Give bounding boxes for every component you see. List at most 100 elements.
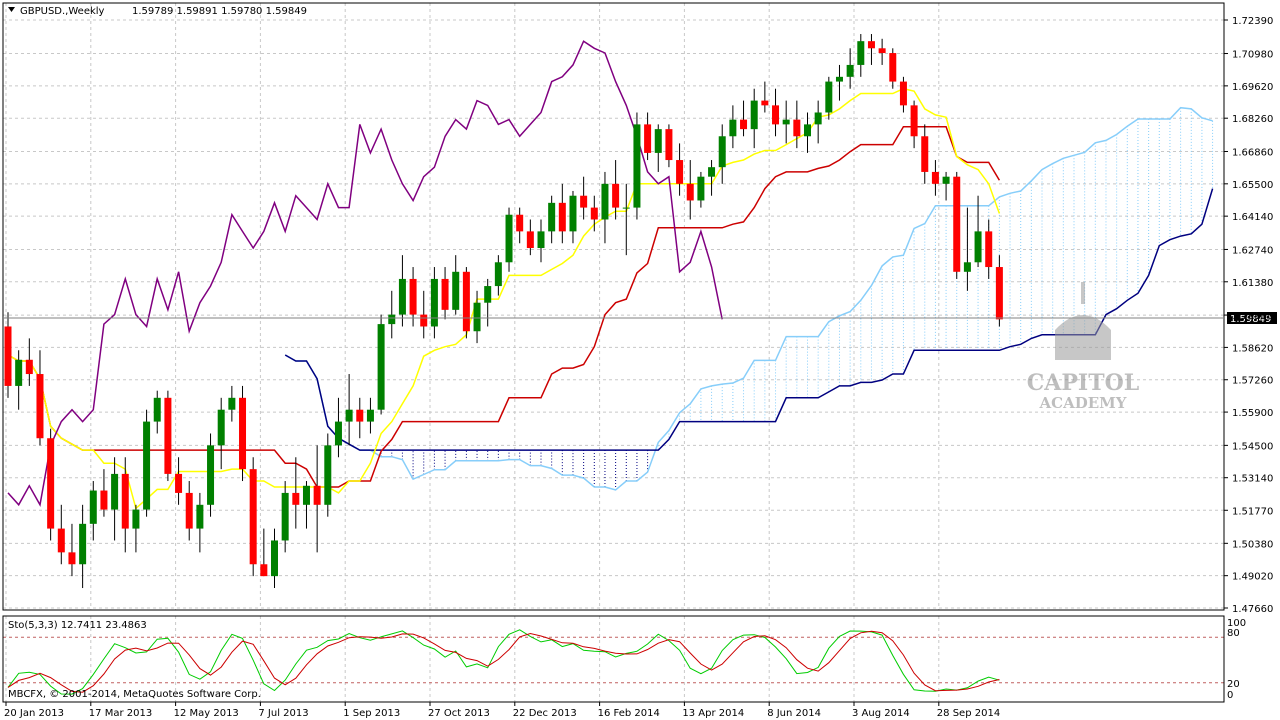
candle-body: [345, 409, 353, 422]
candle-body: [420, 314, 428, 327]
stoch-signal-line: [7, 630, 1000, 693]
tenkan-sen-line: [7, 87, 1001, 510]
candle-body: [537, 231, 545, 249]
candle-body: [409, 278, 417, 315]
candle-body: [153, 397, 161, 422]
indicator-panel-frame: [2, 615, 1225, 703]
price-tick-label: 1.49020: [1232, 572, 1273, 583]
candle-body: [462, 271, 470, 332]
watermark-line2: ACADEMY: [1039, 394, 1127, 412]
candle-body: [846, 64, 854, 77]
candle-body: [963, 262, 971, 272]
price-tick-label: 1.64140: [1232, 212, 1273, 223]
candle-body: [260, 564, 268, 577]
indicator-title: Sto(5,3,3) 12.7411 23.4863: [8, 620, 147, 631]
candle-body: [899, 81, 907, 106]
candle-body: [68, 552, 76, 565]
watermark-line1: CAPITOL: [1027, 370, 1139, 396]
price-tick-label: 1.47660: [1232, 604, 1273, 615]
candle-body: [793, 119, 801, 137]
candle-body: [366, 409, 374, 422]
candle-body: [239, 397, 247, 470]
level-100: 100: [1227, 618, 1246, 629]
candle-body: [79, 523, 87, 565]
candle-body: [910, 105, 918, 137]
triangle-down-icon[interactable]: [8, 7, 15, 12]
candle-body: [15, 359, 23, 386]
candle-body: [377, 324, 385, 410]
copyright-text: MBCFX, © 2001-2014, MetaQuotes Software …: [8, 689, 261, 700]
price-tick-label: 1.59980: [1232, 311, 1273, 322]
candle-body: [612, 183, 620, 208]
price-tick-label: 1.66860: [1232, 147, 1273, 158]
candle-body: [516, 214, 524, 232]
ohlc-label: 1.59789 1.59891 1.59780 1.59849: [132, 6, 307, 17]
candle-body: [985, 231, 993, 268]
candle-body: [25, 359, 33, 375]
current-price-box: [1227, 312, 1277, 324]
ichimoku-lines: [7, 40, 1001, 510]
time-tick-label: 16 Feb 2014: [598, 708, 660, 719]
candle-body: [548, 202, 556, 232]
time-tick-label: 27 Oct 2013: [428, 708, 490, 719]
candle-body: [228, 397, 236, 410]
candle-body: [334, 421, 342, 446]
candle-body: [804, 124, 811, 137]
candle-body: [814, 112, 822, 125]
time-tick-label: 3 Aug 2014: [852, 708, 910, 719]
candle-body: [708, 167, 716, 177]
candle-body: [857, 41, 865, 65]
stochastic-indicator: [3, 629, 1224, 695]
time-tick-label: 17 Mar 2013: [89, 708, 152, 719]
candle-body: [89, 490, 97, 524]
candle-body: [302, 485, 310, 505]
dome-spire: [1081, 282, 1085, 304]
candle-body: [740, 119, 748, 130]
candle-body: [36, 374, 44, 439]
candle-body: [750, 100, 758, 130]
time-tick-label: 1 Sep 2013: [343, 708, 400, 719]
candle-body: [398, 278, 406, 315]
price-tick-label: 1.53140: [1232, 474, 1273, 485]
candle-body: [175, 473, 183, 493]
ichimoku-cloud: [284, 106, 1214, 491]
candle-body: [729, 119, 737, 137]
main-panel-frame: [2, 2, 1225, 611]
candle-body: [452, 271, 460, 310]
price-axis: 1.72390 1.70980 1.69620 1.68260 1.66860 1.655…: [1224, 16, 1273, 615]
candle-body: [249, 469, 257, 565]
candle-body: [313, 485, 321, 505]
price-tick-label: 1.55900: [1232, 408, 1273, 419]
candle-body: [889, 53, 897, 82]
candle-body: [111, 473, 119, 510]
symbol-label: GBPUSD.,Weekly: [20, 6, 105, 17]
candle-body: [121, 473, 129, 529]
time-tick-label: 8 Jun 2014: [767, 708, 821, 719]
time-tick-label: 13 Apr 2014: [682, 708, 744, 719]
candle-body: [654, 129, 662, 153]
candle-body: [995, 267, 1003, 320]
candle-body: [665, 129, 673, 161]
senkou-span-a: [284, 106, 1213, 491]
candle-body: [185, 492, 193, 529]
price-tick-label: 1.57260: [1232, 376, 1273, 387]
candle-body: [921, 136, 929, 172]
time-tick-label: 7 Jul 2013: [258, 708, 308, 719]
price-tick-label: 1.50380: [1232, 539, 1273, 550]
price-tick-label: 1.62740: [1232, 245, 1273, 256]
candle-body: [558, 202, 566, 232]
chikou-span-line: [7, 40, 723, 507]
candle-body: [164, 397, 172, 474]
candle-body: [590, 207, 598, 220]
candle-body: [4, 326, 12, 386]
candle-body: [633, 124, 641, 208]
price-tick-label: 1.51770: [1232, 506, 1273, 517]
candle-body: [761, 100, 769, 106]
candles: [4, 34, 1003, 589]
time-tick-label: 12 May 2013: [174, 708, 239, 719]
candle-body: [974, 231, 982, 263]
candle-body: [878, 48, 886, 54]
time-tick-label: 28 Sep 2014: [937, 708, 1000, 719]
candle-body: [686, 183, 694, 201]
candle-body: [143, 421, 151, 510]
